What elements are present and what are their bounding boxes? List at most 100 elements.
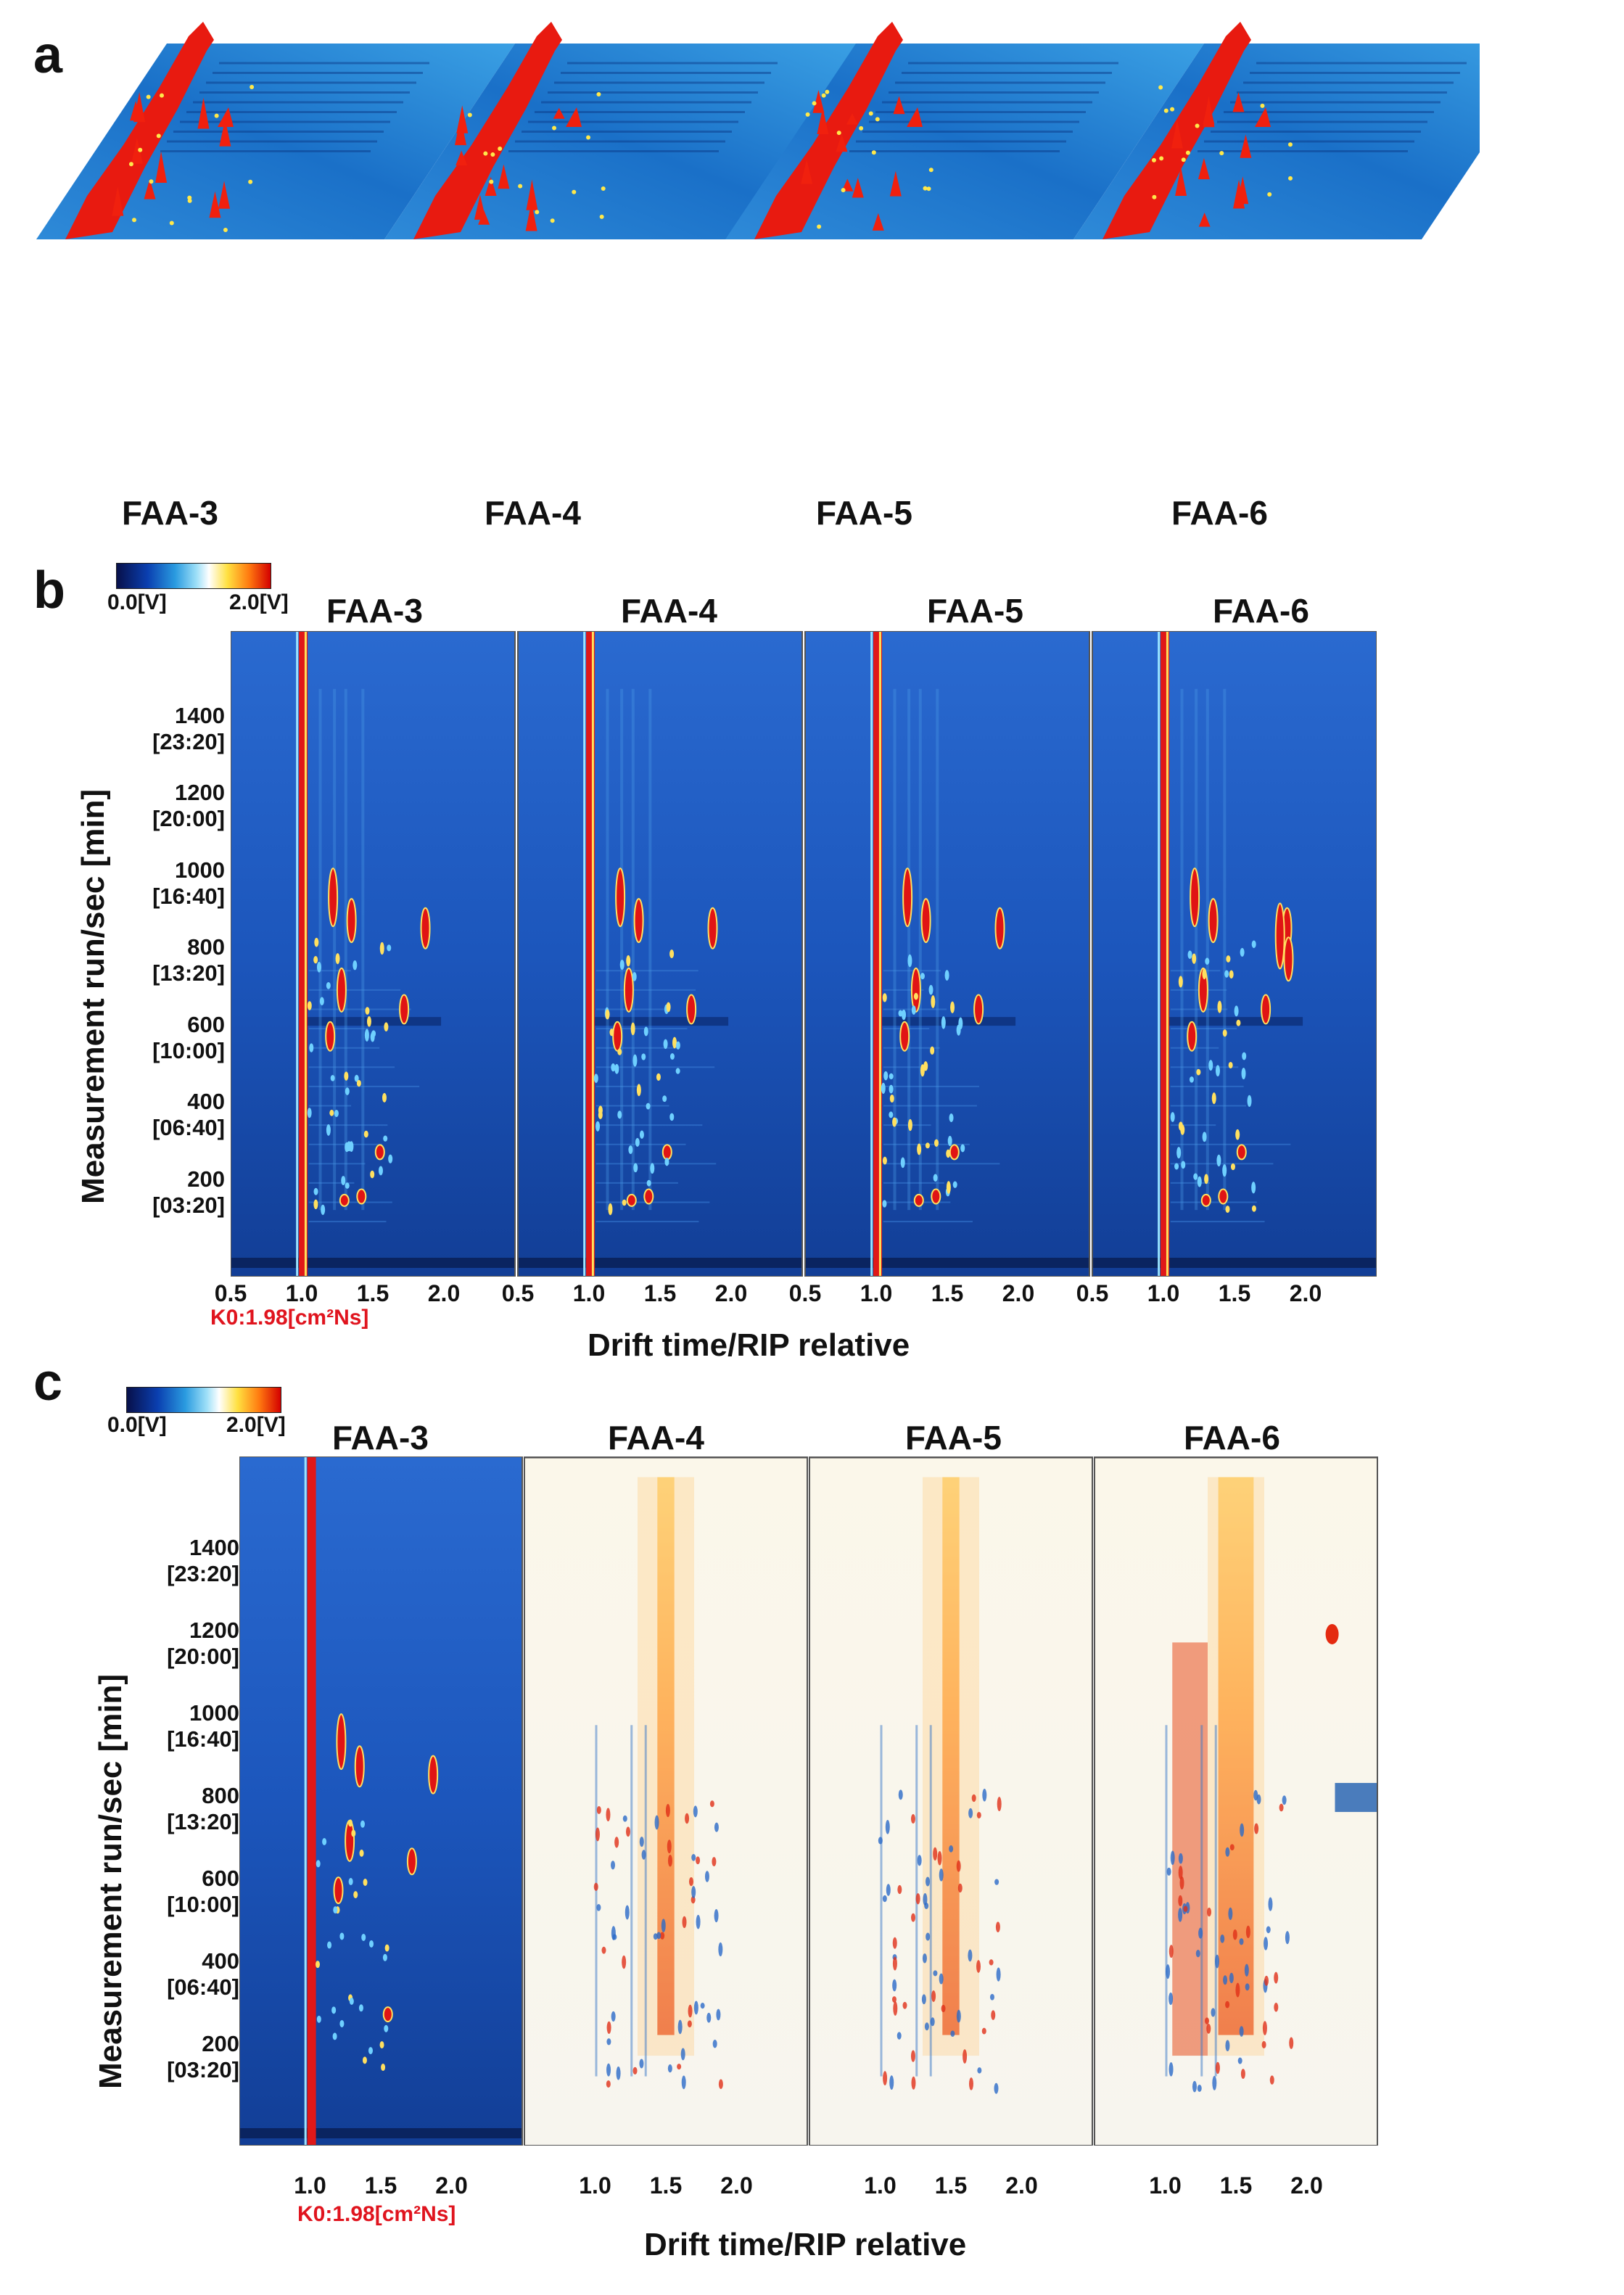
panel-c-frame (809, 1456, 1093, 2146)
panel-c-spot (382, 1953, 387, 1961)
panel-b-spot (669, 1113, 675, 1121)
panel-b-spot (1251, 1205, 1256, 1212)
panel-b-band (805, 1258, 1089, 1268)
panel-c-difference-spot (685, 1813, 690, 1824)
panel-c-difference-spot (897, 1884, 902, 1895)
panel-c-difference-spot (639, 1837, 644, 1847)
panel-c-difference-spot (977, 2067, 982, 2074)
panel-c-spot (332, 2032, 337, 2040)
panel-c-difference-spot (930, 2017, 935, 2027)
panel-b-peak (339, 1193, 350, 1207)
panel-a-peak (1237, 176, 1249, 205)
panel-c-negative-tail (1165, 1725, 1168, 2077)
panel-c-difference-spot (926, 1932, 931, 1941)
panel-c-difference-spot (968, 2077, 973, 2090)
panel-b-peak (949, 1144, 960, 1161)
panel-a-spot (599, 214, 604, 219)
panel-b-y-tick-time-600: [10:00] (152, 1037, 225, 1063)
panel-c-spot (331, 2006, 337, 2014)
panel-b-spot (598, 1111, 603, 1119)
panel-c-title-faa5: FAA-5 (905, 1419, 1002, 1456)
panel-c-map-faa-4 (524, 1456, 808, 2146)
panel-b-peak (686, 994, 697, 1025)
panel-c-difference-spot (995, 1921, 1000, 1932)
panel-a-peak (1175, 167, 1187, 196)
panel-a-spot (250, 85, 255, 90)
panel-b-peak (913, 1193, 924, 1207)
panel-b-y-axis-title: Measurement run/sec [min] (75, 788, 111, 1204)
panel-c-difference-spot (1225, 2001, 1230, 2008)
panel-c-peak (336, 1713, 347, 1771)
panel-b-spot (363, 1130, 368, 1138)
panel-a-peak (219, 118, 231, 147)
panel-a-peak (553, 107, 565, 119)
panel-a-spot (601, 186, 606, 191)
panel-c-title-faa6: FAA-6 (1184, 1419, 1280, 1456)
panel-a-spot (149, 179, 154, 184)
panel-c-difference-spot (677, 2064, 682, 2070)
panel-c-peak (354, 1745, 365, 1788)
panel-b-spot (387, 944, 392, 952)
panel-a-spot (535, 210, 540, 215)
panel-c-rip-edge (304, 1456, 307, 2146)
panel-a-spot (248, 179, 253, 184)
panel-b-spot (1192, 953, 1197, 964)
panel-c-difference-spot (1244, 1964, 1249, 1977)
panel-b-spot (619, 960, 625, 971)
panel-c-difference-spot (1232, 1929, 1237, 1940)
panel-a-peak (1171, 120, 1183, 149)
panel-b-spot (635, 1137, 640, 1147)
panel-b-spot (605, 1009, 610, 1020)
panel-c-difference-spot (1264, 1937, 1269, 1950)
panel-b-spot (1228, 1061, 1233, 1068)
panel-b-spot (946, 1181, 951, 1194)
panel-b-spot (1202, 1132, 1207, 1142)
panel-b-rip-edge (878, 631, 881, 1277)
panel-c-x-tick: 1.5 (1219, 2172, 1253, 2199)
panel-c-difference-spot (982, 1788, 987, 1802)
panel-b-y-tick-time-1000: [16:40] (152, 883, 225, 909)
panel-b-tail (1223, 688, 1227, 1211)
panel-a-peak (197, 97, 210, 129)
panel-b-spot (1216, 1154, 1221, 1167)
panel-a-spot (1260, 103, 1265, 108)
panel-c-difference-spot (606, 2021, 611, 2034)
panel-c-difference-spot (611, 2011, 616, 2022)
panel-a-peak (498, 164, 510, 189)
panel-a-spectrum-faa-6 (1073, 22, 1480, 239)
panel-c-spot (322, 1837, 327, 1845)
panel-c-difference-spot (688, 1877, 693, 1887)
panel-c-spot (381, 2064, 386, 2072)
panel-b-spot (632, 1054, 638, 1067)
panel-c-difference-spot (677, 2019, 683, 2035)
panel-b-y-tick-600: 600 (187, 1011, 225, 1037)
panel-c-difference-spot (706, 2012, 712, 2023)
panel-a-spot (483, 151, 488, 156)
panel-a-peak (801, 159, 813, 184)
panel-c-difference-spot (1228, 1907, 1233, 1921)
panel-b-spot (345, 1182, 350, 1189)
panel-c-x-tick: 1.0 (294, 2172, 326, 2199)
panel-c-y-tick-1000: 1000 (189, 1700, 239, 1726)
panel-b-spot (1251, 1182, 1256, 1194)
panel-a-spot (1159, 156, 1164, 161)
panel-b-spot (907, 954, 912, 968)
panel-c-difference-spot (1239, 1938, 1244, 1945)
panel-b-x-axis-title: Drift time/RIP relative (588, 1327, 910, 1363)
panel-b-spot (636, 1084, 641, 1097)
panel-c-colorbar-min: 0.0[V] (107, 1413, 167, 1437)
panel-c-heatmaps (239, 1456, 1378, 2146)
panel-b-spot (1204, 1174, 1209, 1184)
panel-c-difference-spot (611, 1926, 616, 1940)
panel-b-spot (1197, 1176, 1202, 1187)
panel-b-spot (364, 1029, 369, 1042)
panel-c-x-tick: 2.0 (435, 2172, 468, 2199)
panel-c-difference-spot (885, 1820, 890, 1834)
panel-b-spot (314, 937, 319, 947)
panel-a-spot (138, 147, 143, 152)
panel-c-map-faa-5 (809, 1456, 1093, 2146)
panel-c-difference-spot (968, 1808, 973, 1818)
panel-b-spot (347, 1141, 352, 1152)
panel-b-spot (379, 942, 384, 955)
panel-c-difference-spot (718, 2079, 723, 2089)
